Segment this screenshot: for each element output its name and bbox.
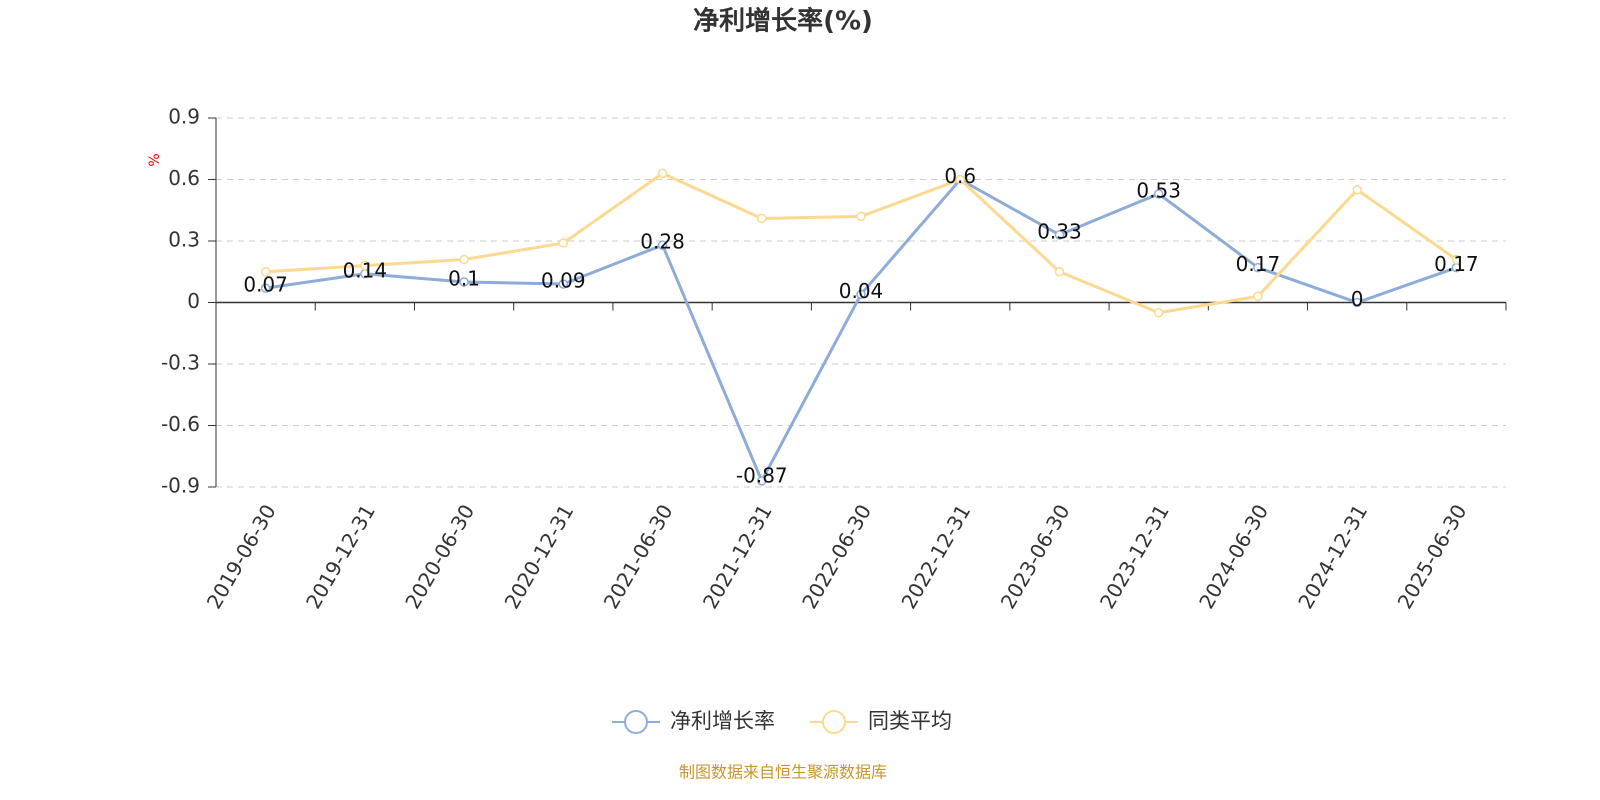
x-tick-label: 2020-12-31 bbox=[499, 500, 578, 613]
data-label: 0 bbox=[1351, 287, 1364, 311]
data-label: 0.53 bbox=[1136, 178, 1181, 202]
data-point bbox=[558, 279, 569, 289]
data-label: 0.6 bbox=[944, 164, 976, 188]
x-tick-label: 2021-06-30 bbox=[599, 500, 678, 613]
data-point bbox=[1451, 254, 1462, 265]
y-tick-label: -0.3 bbox=[161, 351, 200, 375]
x-tick-label: 2022-06-30 bbox=[797, 500, 876, 613]
data-label: 0.33 bbox=[1037, 219, 1082, 243]
data-label: 0.14 bbox=[343, 258, 388, 282]
data-point bbox=[1352, 297, 1362, 308]
chart-title: 净利增长率(%) bbox=[693, 6, 873, 37]
data-point bbox=[1153, 308, 1164, 318]
data-point bbox=[757, 213, 767, 224]
legend-icon bbox=[624, 710, 648, 734]
y-tick-label: 0.9 bbox=[168, 105, 200, 129]
data-point bbox=[459, 254, 469, 265]
data-point bbox=[459, 277, 469, 287]
x-tick-label: 2024-06-30 bbox=[1194, 500, 1273, 613]
y-tick-label: 0 bbox=[187, 289, 200, 313]
data-label: 0.09 bbox=[541, 269, 586, 293]
x-tick-label: 2024-12-31 bbox=[1293, 500, 1372, 613]
data-point bbox=[260, 283, 271, 293]
x-tick-label: 2025-06-30 bbox=[1393, 500, 1472, 613]
data-label: 0.04 bbox=[839, 279, 884, 303]
data-point bbox=[1054, 230, 1065, 240]
data-point bbox=[657, 168, 668, 179]
y-tick-label: 0.3 bbox=[168, 228, 200, 252]
legend-icon bbox=[822, 710, 846, 734]
data-point bbox=[260, 267, 271, 277]
data-point bbox=[1153, 189, 1164, 199]
y-tick-label: -0.6 bbox=[161, 412, 200, 436]
data-label: 0.17 bbox=[1434, 252, 1479, 276]
legend-label: 同类平均 bbox=[868, 709, 952, 733]
data-point bbox=[1054, 267, 1065, 277]
data-point bbox=[955, 174, 965, 185]
data-point bbox=[1253, 262, 1263, 273]
data-point bbox=[856, 211, 866, 222]
data-point bbox=[1352, 185, 1362, 195]
y-axis-label: % bbox=[147, 153, 163, 166]
data-label: 0.1 bbox=[448, 267, 480, 291]
source-note: 制图数据来自恒生聚源数据库 bbox=[679, 763, 887, 782]
series-line bbox=[265, 177, 1457, 485]
x-tick-label: 2021-12-31 bbox=[698, 500, 777, 613]
y-tick-label: 0.6 bbox=[168, 166, 200, 190]
x-tick-label: 2022-12-31 bbox=[896, 500, 975, 613]
x-tick-label: 2023-12-31 bbox=[1095, 500, 1174, 613]
y-tick-label: -0.9 bbox=[161, 474, 200, 498]
x-tick-label: 2019-06-30 bbox=[202, 500, 281, 613]
x-tick-label: 2020-06-30 bbox=[400, 500, 479, 613]
data-point bbox=[360, 260, 370, 271]
x-tick-label: 2023-06-30 bbox=[996, 500, 1075, 613]
legend-label: 净利增长率 bbox=[670, 709, 775, 733]
data-point bbox=[558, 238, 569, 248]
data-point bbox=[757, 476, 767, 486]
data-point bbox=[1253, 291, 1263, 302]
data-label: 0.28 bbox=[640, 230, 685, 254]
x-tick-label: 2019-12-31 bbox=[301, 500, 380, 613]
data-point bbox=[657, 240, 668, 250]
data-label: 0.17 bbox=[1236, 252, 1281, 276]
data-label: -0.87 bbox=[736, 463, 788, 487]
data-point bbox=[856, 289, 866, 300]
data-label: 0.07 bbox=[243, 273, 288, 297]
